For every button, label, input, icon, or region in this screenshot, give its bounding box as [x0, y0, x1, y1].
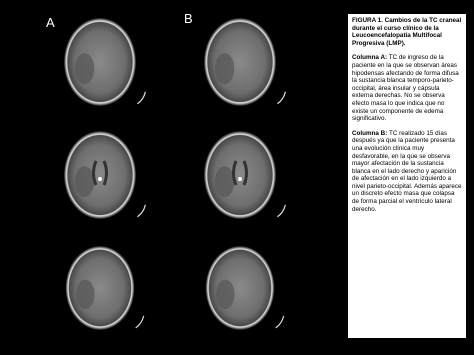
- ct-images: [63, 18, 286, 330]
- calcification: [238, 177, 242, 181]
- calcification: [98, 177, 102, 181]
- lesion: [214, 166, 235, 198]
- lesion: [74, 166, 95, 198]
- scan-artifact: [277, 91, 286, 105]
- lesion: [76, 279, 95, 309]
- scan-artifact: [137, 91, 146, 105]
- ventricle: [92, 160, 108, 186]
- scan-artifact: [137, 204, 146, 218]
- scan-artifact: [277, 204, 286, 218]
- caption-section: Columna A: TC de ingreso de la paciente …: [352, 54, 462, 122]
- ventricle: [232, 160, 248, 186]
- section-label: Columna B:: [352, 129, 388, 137]
- lesion: [214, 53, 235, 84]
- section-text: TC realizado 15 días después ya que la p…: [352, 129, 462, 213]
- scan-artifact: [275, 315, 285, 329]
- section-text: TC de ingreso de la paciente en la que s…: [352, 54, 459, 123]
- scan-artifact: [135, 315, 145, 329]
- caption-section: Columna B: TC realizado 15 días después …: [352, 130, 462, 214]
- section-label: Columna A:: [352, 54, 388, 62]
- lesion: [216, 279, 235, 309]
- caption-box: FIGURA 1. Cambios de la TC craneal duran…: [348, 14, 466, 338]
- caption-title: FIGURA 1. Cambios de la TC craneal duran…: [352, 17, 462, 47]
- panel-label: A: [46, 15, 55, 30]
- panel-label: B: [184, 11, 193, 26]
- lesion: [74, 53, 95, 84]
